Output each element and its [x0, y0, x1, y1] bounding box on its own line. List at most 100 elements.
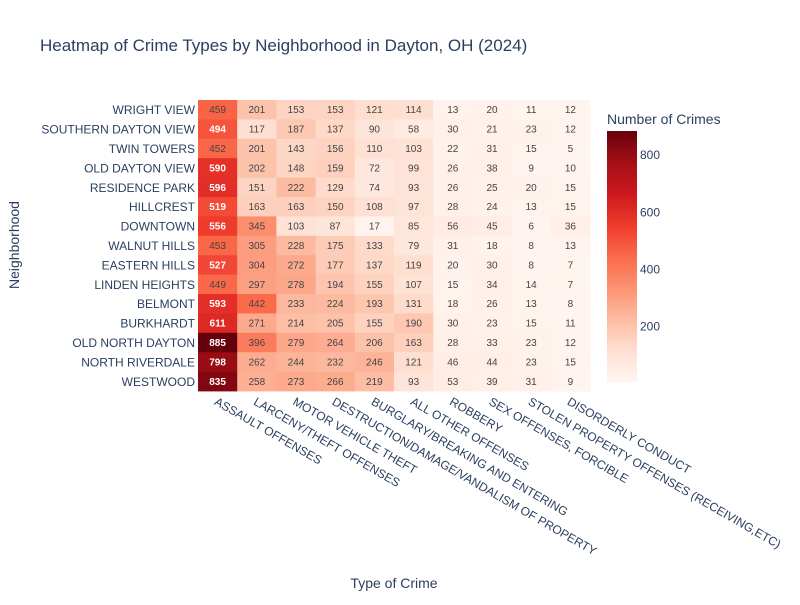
heatmap-cell	[394, 294, 434, 314]
cell-value-label: 153	[288, 105, 305, 116]
heatmap-cell	[276, 100, 316, 120]
cell-value-label: 272	[288, 260, 305, 271]
cell-value-label: 17	[369, 222, 381, 233]
heatmap-cell	[433, 216, 473, 237]
cell-value-label: 11	[565, 319, 576, 330]
cell-value-label: 137	[366, 260, 383, 271]
heatmap-cell	[550, 216, 591, 237]
cell-value-label: 15	[526, 319, 538, 330]
heatmap-cell	[276, 177, 316, 198]
cell-value-label: 23	[526, 338, 538, 349]
cell-value-label: 232	[327, 357, 344, 368]
cell-value-label: 835	[209, 377, 226, 388]
heatmap-cell	[315, 255, 356, 275]
cell-value-label: 177	[327, 260, 344, 271]
heatmap-cell	[394, 313, 434, 334]
heatmap-cell	[394, 352, 434, 372]
y-tick-label: DOWNTOWN	[121, 220, 195, 234]
cell-value-label: 103	[405, 144, 422, 155]
heatmap-cell	[276, 216, 316, 237]
y-tick-label: NORTH RIVERDALE	[81, 355, 195, 369]
y-tick-label: BELMONT	[137, 297, 196, 311]
heatmap-cell	[550, 235, 591, 256]
heatmap-cell	[198, 352, 238, 372]
heatmap-cell	[433, 274, 473, 295]
heatmap-cell	[433, 138, 473, 159]
heatmap-cell	[472, 100, 512, 120]
cell-value-label: 148	[288, 163, 305, 174]
heatmap-cell	[354, 216, 395, 237]
heatmap-cell	[511, 177, 552, 198]
cell-value-label: 103	[288, 222, 305, 233]
cell-value-label: 31	[526, 377, 538, 388]
cell-value-label: 187	[288, 125, 305, 136]
heatmap-cell	[237, 119, 277, 140]
heatmap-cell	[394, 138, 434, 159]
heatmap-cell	[354, 100, 395, 120]
cell-value-label: 15	[526, 144, 538, 155]
cell-value-label: 345	[248, 222, 265, 233]
chart-title: Heatmap of Crime Types by Neighborhood i…	[40, 36, 527, 55]
heatmap-cell	[394, 158, 434, 178]
cell-value-label: 31	[486, 144, 498, 155]
cell-value-label: 12	[565, 105, 577, 116]
heatmap-cell	[315, 158, 356, 178]
heatmap-cell	[511, 352, 552, 372]
y-tick-label: WALNUT HILLS	[108, 239, 195, 253]
heatmap-cell	[276, 294, 316, 314]
cell-value-label: 193	[366, 299, 383, 310]
heatmap-cell	[237, 235, 277, 256]
cell-value-label: 163	[288, 202, 305, 213]
heatmap-cell	[511, 138, 552, 159]
heatmap-cell	[276, 158, 316, 178]
cell-value-label: 108	[366, 202, 383, 213]
heatmap-cell	[198, 177, 238, 198]
cell-value-label: 12	[565, 338, 577, 349]
cell-value-label: 150	[327, 202, 344, 213]
heatmap-cell	[354, 352, 395, 372]
heatmap-cell	[198, 313, 238, 334]
cell-value-label: 90	[369, 125, 381, 136]
heatmap-cell	[472, 313, 512, 334]
heatmap-cell	[511, 119, 552, 140]
heatmap-cell	[394, 100, 434, 120]
cell-value-label: 30	[486, 260, 498, 271]
cell-value-label: 8	[528, 260, 534, 271]
cell-value-label: 129	[327, 183, 344, 194]
cell-value-label: 527	[209, 260, 226, 271]
heatmap-cell	[237, 197, 277, 217]
cell-value-label: 246	[366, 357, 383, 368]
heatmap-cell	[511, 216, 552, 237]
cell-value-label: 23	[486, 319, 498, 330]
heatmap-cell	[472, 216, 512, 237]
cell-value-label: 262	[248, 357, 265, 368]
cell-value-label: 156	[327, 144, 344, 155]
heatmap-cell	[472, 177, 512, 198]
cell-value-label: 99	[408, 163, 420, 174]
heatmap-cell	[276, 332, 316, 353]
cell-value-label: 110	[366, 144, 382, 155]
cell-value-label: 26	[486, 299, 498, 310]
heatmap-cell	[472, 235, 512, 256]
cell-value-label: 278	[288, 280, 305, 291]
heatmap-cell	[198, 235, 238, 256]
cell-value-label: 15	[565, 202, 577, 213]
y-tick-label: TWIN TOWERS	[109, 142, 195, 156]
cell-value-label: 13	[526, 299, 538, 310]
heatmap-cell	[433, 197, 473, 217]
heatmap-cell	[433, 352, 473, 372]
heatmap-cell	[550, 177, 591, 198]
heatmap-cell	[315, 274, 356, 295]
heatmap-cell	[354, 332, 395, 353]
colorbar-tick-label: 800	[640, 148, 660, 162]
cell-value-label: 214	[288, 319, 305, 330]
heatmap-cell	[394, 197, 434, 217]
heatmap-cell	[433, 313, 473, 334]
heatmap-cell	[550, 294, 591, 314]
cell-value-label: 33	[486, 338, 498, 349]
cell-value-label: 117	[249, 125, 265, 136]
cell-value-label: 449	[209, 280, 226, 291]
colorbar-tick-label: 400	[640, 262, 660, 276]
heatmap-cell	[354, 371, 395, 392]
